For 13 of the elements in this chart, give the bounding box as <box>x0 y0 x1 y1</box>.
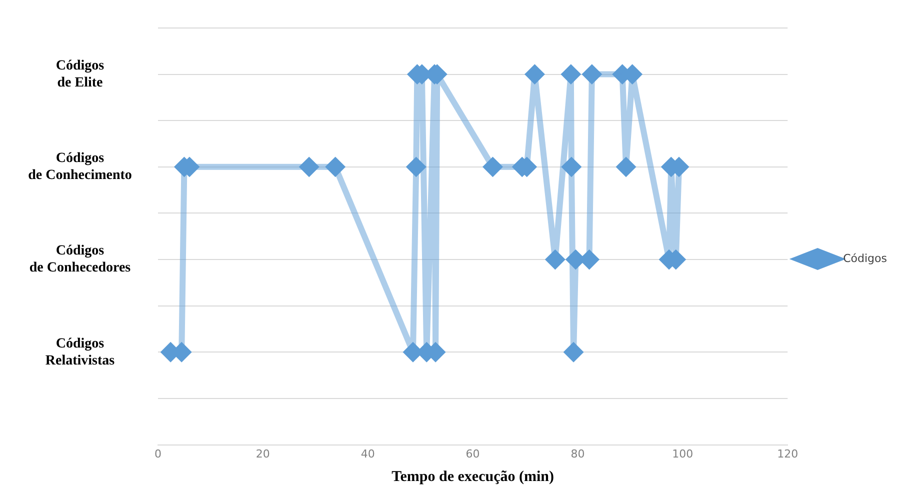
x-tick-label: 40 <box>360 447 375 460</box>
text: Códigos Relativistas <box>45 336 116 368</box>
x-tick-label: 0 <box>154 447 162 460</box>
x-tick-label: 120 <box>777 447 798 460</box>
x-axis-title: Tempo de execução (min) <box>392 468 554 485</box>
text: Códigos de Conhecimento <box>28 151 132 184</box>
legend-label: Códigos <box>843 252 888 265</box>
x-tick-label: 60 <box>466 447 480 460</box>
x-tick-label: 100 <box>672 447 694 460</box>
text: Códigos de Elite <box>56 58 105 90</box>
x-tick-label: 80 <box>570 447 585 460</box>
x-tick-label: 20 <box>256 447 270 460</box>
text: Códigos de Conhecedores <box>29 244 132 276</box>
